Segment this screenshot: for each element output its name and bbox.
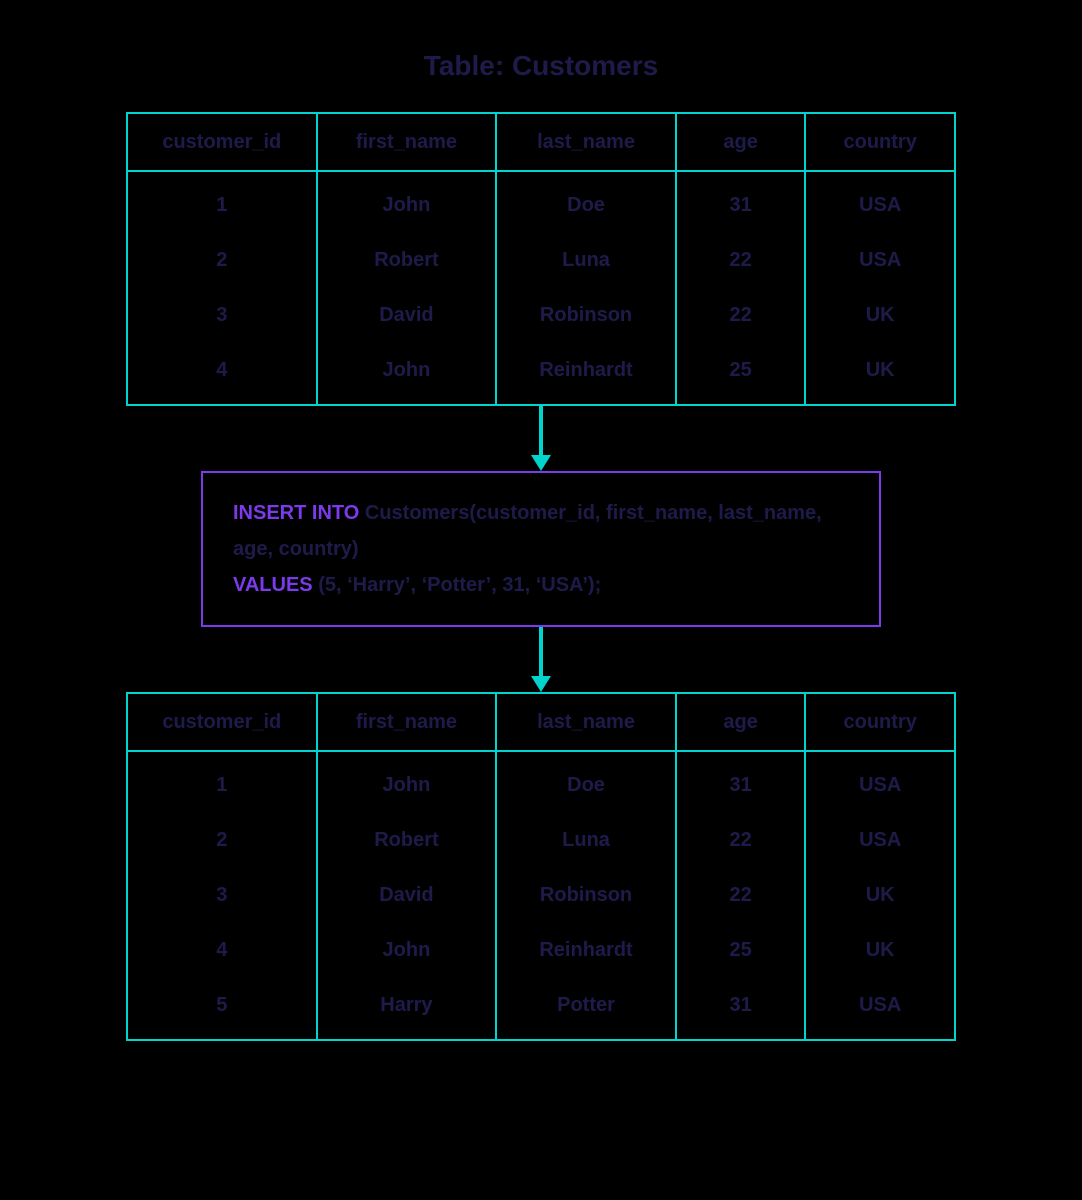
sql-text: (5, ‘Harry’, ‘Potter’, 31, ‘USA’);	[313, 574, 602, 596]
table-cell: USA	[805, 978, 955, 1040]
table-header-row: customer_idfirst_namelast_nameagecountry	[127, 693, 955, 751]
sql-statement-box: INSERT INTO Customers(customer_id, first…	[201, 471, 881, 627]
table-cell: UK	[805, 288, 955, 343]
table-row: 2RobertLuna22USA	[127, 813, 955, 868]
table-cell: USA	[805, 171, 955, 233]
table-cell: 1	[127, 751, 317, 813]
column-header: country	[805, 113, 955, 171]
table-cell: 31	[676, 751, 806, 813]
column-header: customer_id	[127, 693, 317, 751]
table-header-row: customer_idfirst_namelast_nameagecountry	[127, 113, 955, 171]
column-header: country	[805, 693, 955, 751]
table-cell: UK	[805, 923, 955, 978]
column-header: age	[676, 113, 806, 171]
arrow-before-to-sql	[531, 406, 551, 471]
customers-table-after: customer_idfirst_namelast_nameagecountry…	[126, 692, 956, 1041]
table-cell: 22	[676, 288, 806, 343]
table-cell: 4	[127, 923, 317, 978]
diagram-title: Table: Customers	[424, 50, 658, 82]
table-cell: Harry	[317, 978, 497, 1040]
table-cell: John	[317, 751, 497, 813]
table-cell: 5	[127, 978, 317, 1040]
table-cell: 31	[676, 978, 806, 1040]
table-cell: Robert	[317, 233, 497, 288]
table-cell: 3	[127, 288, 317, 343]
table-cell: USA	[805, 813, 955, 868]
table-cell: USA	[805, 751, 955, 813]
table-cell: 31	[676, 171, 806, 233]
column-header: customer_id	[127, 113, 317, 171]
table-cell: Doe	[496, 751, 676, 813]
table-cell: Luna	[496, 813, 676, 868]
table-row: 5HarryPotter31USA	[127, 978, 955, 1040]
table-cell: Robinson	[496, 288, 676, 343]
table-cell: John	[317, 343, 497, 405]
table-cell: Potter	[496, 978, 676, 1040]
table-row: 3DavidRobinson22UK	[127, 868, 955, 923]
column-header: age	[676, 693, 806, 751]
table-cell: Robert	[317, 813, 497, 868]
column-header: first_name	[317, 113, 497, 171]
sql-keyword-values: VALUES	[233, 574, 313, 596]
table-cell: UK	[805, 343, 955, 405]
table-row: 4JohnReinhardt25UK	[127, 923, 955, 978]
table-cell: 22	[676, 813, 806, 868]
customers-table-before: customer_idfirst_namelast_nameagecountry…	[126, 112, 956, 406]
table-cell: UK	[805, 868, 955, 923]
table-cell: Doe	[496, 171, 676, 233]
table-cell: Robinson	[496, 868, 676, 923]
table-row: 3DavidRobinson22UK	[127, 288, 955, 343]
table-cell: Reinhardt	[496, 923, 676, 978]
column-header: last_name	[496, 693, 676, 751]
table-cell: 25	[676, 923, 806, 978]
column-header: first_name	[317, 693, 497, 751]
table-cell: 25	[676, 343, 806, 405]
table-cell: 22	[676, 233, 806, 288]
table-cell: 3	[127, 868, 317, 923]
table-cell: 22	[676, 868, 806, 923]
table-row: 1JohnDoe31USA	[127, 171, 955, 233]
table-row: 4JohnReinhardt25UK	[127, 343, 955, 405]
table-cell: David	[317, 288, 497, 343]
table-cell: 2	[127, 233, 317, 288]
table-cell: 4	[127, 343, 317, 405]
arrow-sql-to-after	[531, 627, 551, 692]
table-cell: John	[317, 171, 497, 233]
table-cell: 2	[127, 813, 317, 868]
table-cell: USA	[805, 233, 955, 288]
table-cell: 1	[127, 171, 317, 233]
column-header: last_name	[496, 113, 676, 171]
table-cell: John	[317, 923, 497, 978]
table-cell: Luna	[496, 233, 676, 288]
table-row: 2RobertLuna22USA	[127, 233, 955, 288]
table-cell: David	[317, 868, 497, 923]
sql-keyword-insert: INSERT INTO	[233, 502, 359, 524]
table-row: 1JohnDoe31USA	[127, 751, 955, 813]
table-cell: Reinhardt	[496, 343, 676, 405]
